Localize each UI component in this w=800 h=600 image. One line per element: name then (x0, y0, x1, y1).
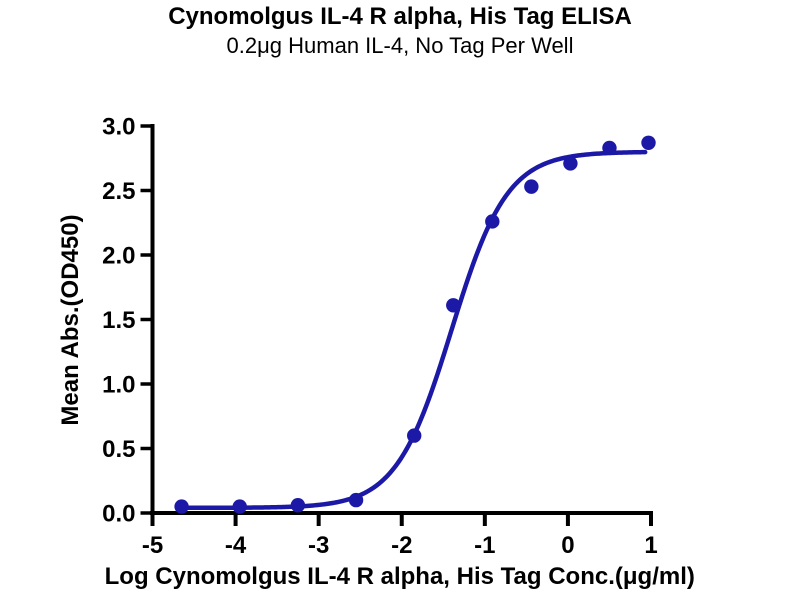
x-tick-label: 1 (644, 532, 657, 559)
chart-subtitle: 0.2μg Human IL-4, No Tag Per Well (226, 33, 574, 58)
data-point (641, 135, 656, 150)
data-point (407, 428, 422, 443)
x-tick-label: 0 (561, 532, 574, 559)
y-tick-label: 2.5 (102, 178, 135, 205)
chart-title: Cynomolgus IL-4 R alpha, His Tag ELISA (168, 3, 632, 30)
y-tick-label: 3.0 (102, 114, 135, 141)
data-point (485, 214, 500, 229)
data-point (290, 498, 306, 513)
data-point (348, 492, 364, 508)
x-tick-label: -2 (391, 532, 412, 559)
x-axis-title: Log Cynomolgus IL-4 R alpha, His Tag Con… (105, 563, 695, 590)
x-tick-label: -4 (225, 532, 247, 559)
y-tick-label: 1.5 (102, 307, 135, 334)
data-point (174, 499, 189, 514)
data-point (602, 140, 617, 156)
x-tick-label: -5 (142, 532, 163, 559)
fit-curve (179, 149, 648, 511)
data-point (524, 179, 539, 194)
y-axis-title: Mean Abs.(OD450) (57, 214, 84, 425)
data-point (563, 156, 578, 171)
y-tick-label: 0.0 (102, 501, 135, 528)
y-tick-label: 1.0 (102, 372, 135, 399)
x-tick-label: -1 (474, 532, 495, 559)
x-tick-label: -3 (308, 532, 329, 559)
y-tick-label: 0.5 (102, 436, 135, 463)
data-point (232, 499, 247, 514)
y-tick-label: 2.0 (102, 243, 135, 270)
data-point (446, 298, 461, 313)
